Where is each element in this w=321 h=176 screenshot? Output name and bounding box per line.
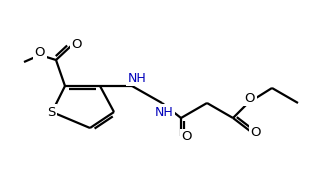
Text: O: O — [182, 130, 192, 143]
Text: NH: NH — [155, 105, 173, 118]
Text: O: O — [72, 39, 82, 52]
Text: O: O — [35, 46, 45, 59]
Text: NH: NH — [128, 71, 146, 84]
Text: O: O — [251, 125, 261, 139]
Text: O: O — [245, 92, 255, 105]
Text: S: S — [47, 105, 55, 118]
